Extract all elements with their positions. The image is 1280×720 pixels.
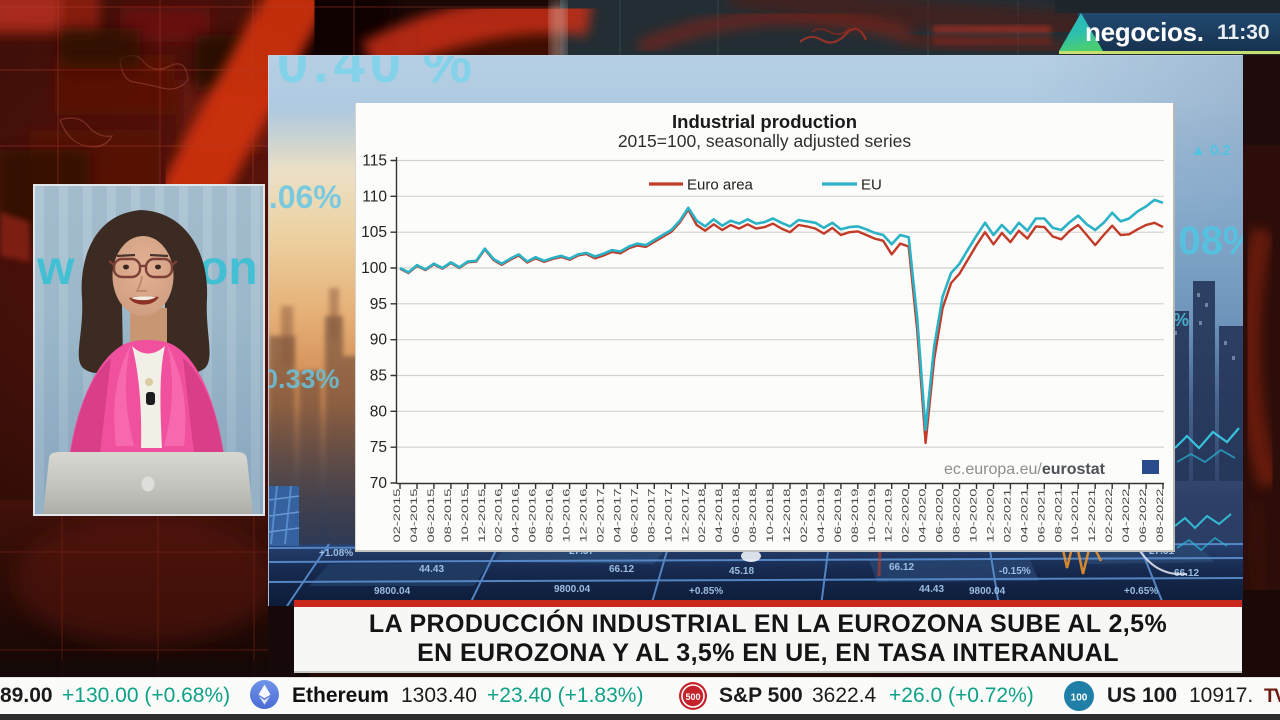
svg-text:06-2018: 06-2018 bbox=[731, 489, 742, 543]
svg-text:08-2015: 08-2015 bbox=[443, 489, 454, 543]
svg-text:90: 90 bbox=[370, 332, 388, 349]
svg-text:12-2020: 12-2020 bbox=[986, 489, 997, 543]
svg-text:06-2017: 06-2017 bbox=[629, 489, 640, 543]
svg-text:10-2016: 10-2016 bbox=[562, 489, 573, 543]
svg-text:02-2018: 02-2018 bbox=[697, 489, 708, 543]
svg-text:100: 100 bbox=[1071, 693, 1088, 704]
svg-text:+0.65%: +0.65% bbox=[1124, 586, 1158, 597]
svg-text:06-2020: 06-2020 bbox=[935, 489, 946, 543]
svg-text:10-2021: 10-2021 bbox=[1070, 489, 1081, 543]
svg-text:08-2016: 08-2016 bbox=[545, 489, 556, 543]
svg-text:9800.04: 9800.04 bbox=[969, 586, 1006, 597]
svg-text:+0.85%: +0.85% bbox=[689, 586, 723, 597]
svg-text:44.43: 44.43 bbox=[419, 564, 444, 575]
svg-text:08-2019: 08-2019 bbox=[850, 489, 861, 543]
svg-text:70: 70 bbox=[370, 475, 388, 492]
svg-text:12-2015: 12-2015 bbox=[477, 489, 488, 543]
svg-text:04-2015: 04-2015 bbox=[409, 489, 420, 543]
svg-text:9800.04: 9800.04 bbox=[554, 584, 591, 595]
svg-text:06-2016: 06-2016 bbox=[528, 489, 539, 543]
svg-text:04-2016: 04-2016 bbox=[511, 489, 522, 543]
svg-text:12-2019: 12-2019 bbox=[884, 489, 895, 543]
svg-text:ec.europa.eu/eurostat: ec.europa.eu/eurostat bbox=[944, 461, 1106, 478]
svg-text:105: 105 bbox=[361, 224, 387, 241]
svg-text:Euro area: Euro area bbox=[687, 177, 754, 194]
svg-text:100: 100 bbox=[361, 260, 387, 277]
svg-text:08-2021: 08-2021 bbox=[1053, 489, 1064, 543]
svg-text:12-2016: 12-2016 bbox=[579, 489, 590, 543]
svg-text:12-2021: 12-2021 bbox=[1087, 489, 1098, 543]
svg-text:EU: EU bbox=[861, 177, 882, 194]
svg-text:04-2017: 04-2017 bbox=[612, 489, 623, 543]
svg-text:02-2022: 02-2022 bbox=[1104, 489, 1115, 543]
svg-text:44.43: 44.43 bbox=[919, 584, 944, 595]
svg-text:10-2015: 10-2015 bbox=[460, 489, 471, 543]
svg-text:115: 115 bbox=[362, 153, 387, 170]
svg-text:10-2019: 10-2019 bbox=[867, 489, 878, 543]
svg-text:500: 500 bbox=[685, 692, 700, 702]
svg-text:08-2017: 08-2017 bbox=[646, 489, 657, 543]
svg-text:66.12: 66.12 bbox=[889, 562, 914, 573]
svg-text:02-2015: 02-2015 bbox=[392, 489, 403, 543]
svg-text:06-2015: 06-2015 bbox=[426, 489, 437, 543]
svg-text:02-2021: 02-2021 bbox=[1002, 489, 1013, 543]
svg-text:06-2022: 06-2022 bbox=[1138, 489, 1149, 543]
svg-text:75: 75 bbox=[370, 439, 387, 456]
svg-text:95: 95 bbox=[370, 296, 387, 313]
svg-text:9800.04: 9800.04 bbox=[374, 586, 411, 597]
svg-text:04-2022: 04-2022 bbox=[1121, 489, 1132, 543]
svg-text:80: 80 bbox=[370, 403, 388, 420]
svg-text:12-2017: 12-2017 bbox=[680, 489, 691, 543]
svg-text:+1.08%: +1.08% bbox=[319, 548, 353, 559]
svg-text:02-2017: 02-2017 bbox=[596, 489, 607, 543]
svg-text:66.12: 66.12 bbox=[609, 564, 634, 575]
svg-text:04-2019: 04-2019 bbox=[816, 489, 827, 543]
svg-text:12-2018: 12-2018 bbox=[782, 489, 793, 543]
svg-text:08-2022: 08-2022 bbox=[1155, 489, 1166, 543]
svg-text:04-2020: 04-2020 bbox=[918, 489, 929, 543]
svg-text:10-2018: 10-2018 bbox=[765, 489, 776, 543]
svg-text:02-2016: 02-2016 bbox=[494, 489, 505, 543]
svg-text:02-2019: 02-2019 bbox=[799, 489, 810, 543]
svg-text:85: 85 bbox=[370, 368, 387, 385]
svg-text:-0.15%: -0.15% bbox=[999, 566, 1031, 577]
svg-text:45.18: 45.18 bbox=[729, 566, 754, 577]
svg-text:06-2019: 06-2019 bbox=[833, 489, 844, 543]
svg-text:08-2018: 08-2018 bbox=[748, 489, 759, 543]
svg-text:04-2018: 04-2018 bbox=[714, 489, 725, 543]
svg-text:10-2017: 10-2017 bbox=[663, 489, 674, 543]
svg-text:08-2020: 08-2020 bbox=[952, 489, 963, 543]
svg-text:04-2021: 04-2021 bbox=[1019, 489, 1030, 543]
svg-text:06-2021: 06-2021 bbox=[1036, 489, 1047, 543]
svg-text:110: 110 bbox=[362, 188, 387, 205]
svg-text:02-2020: 02-2020 bbox=[901, 489, 912, 543]
svg-text:10-2020: 10-2020 bbox=[969, 489, 980, 543]
